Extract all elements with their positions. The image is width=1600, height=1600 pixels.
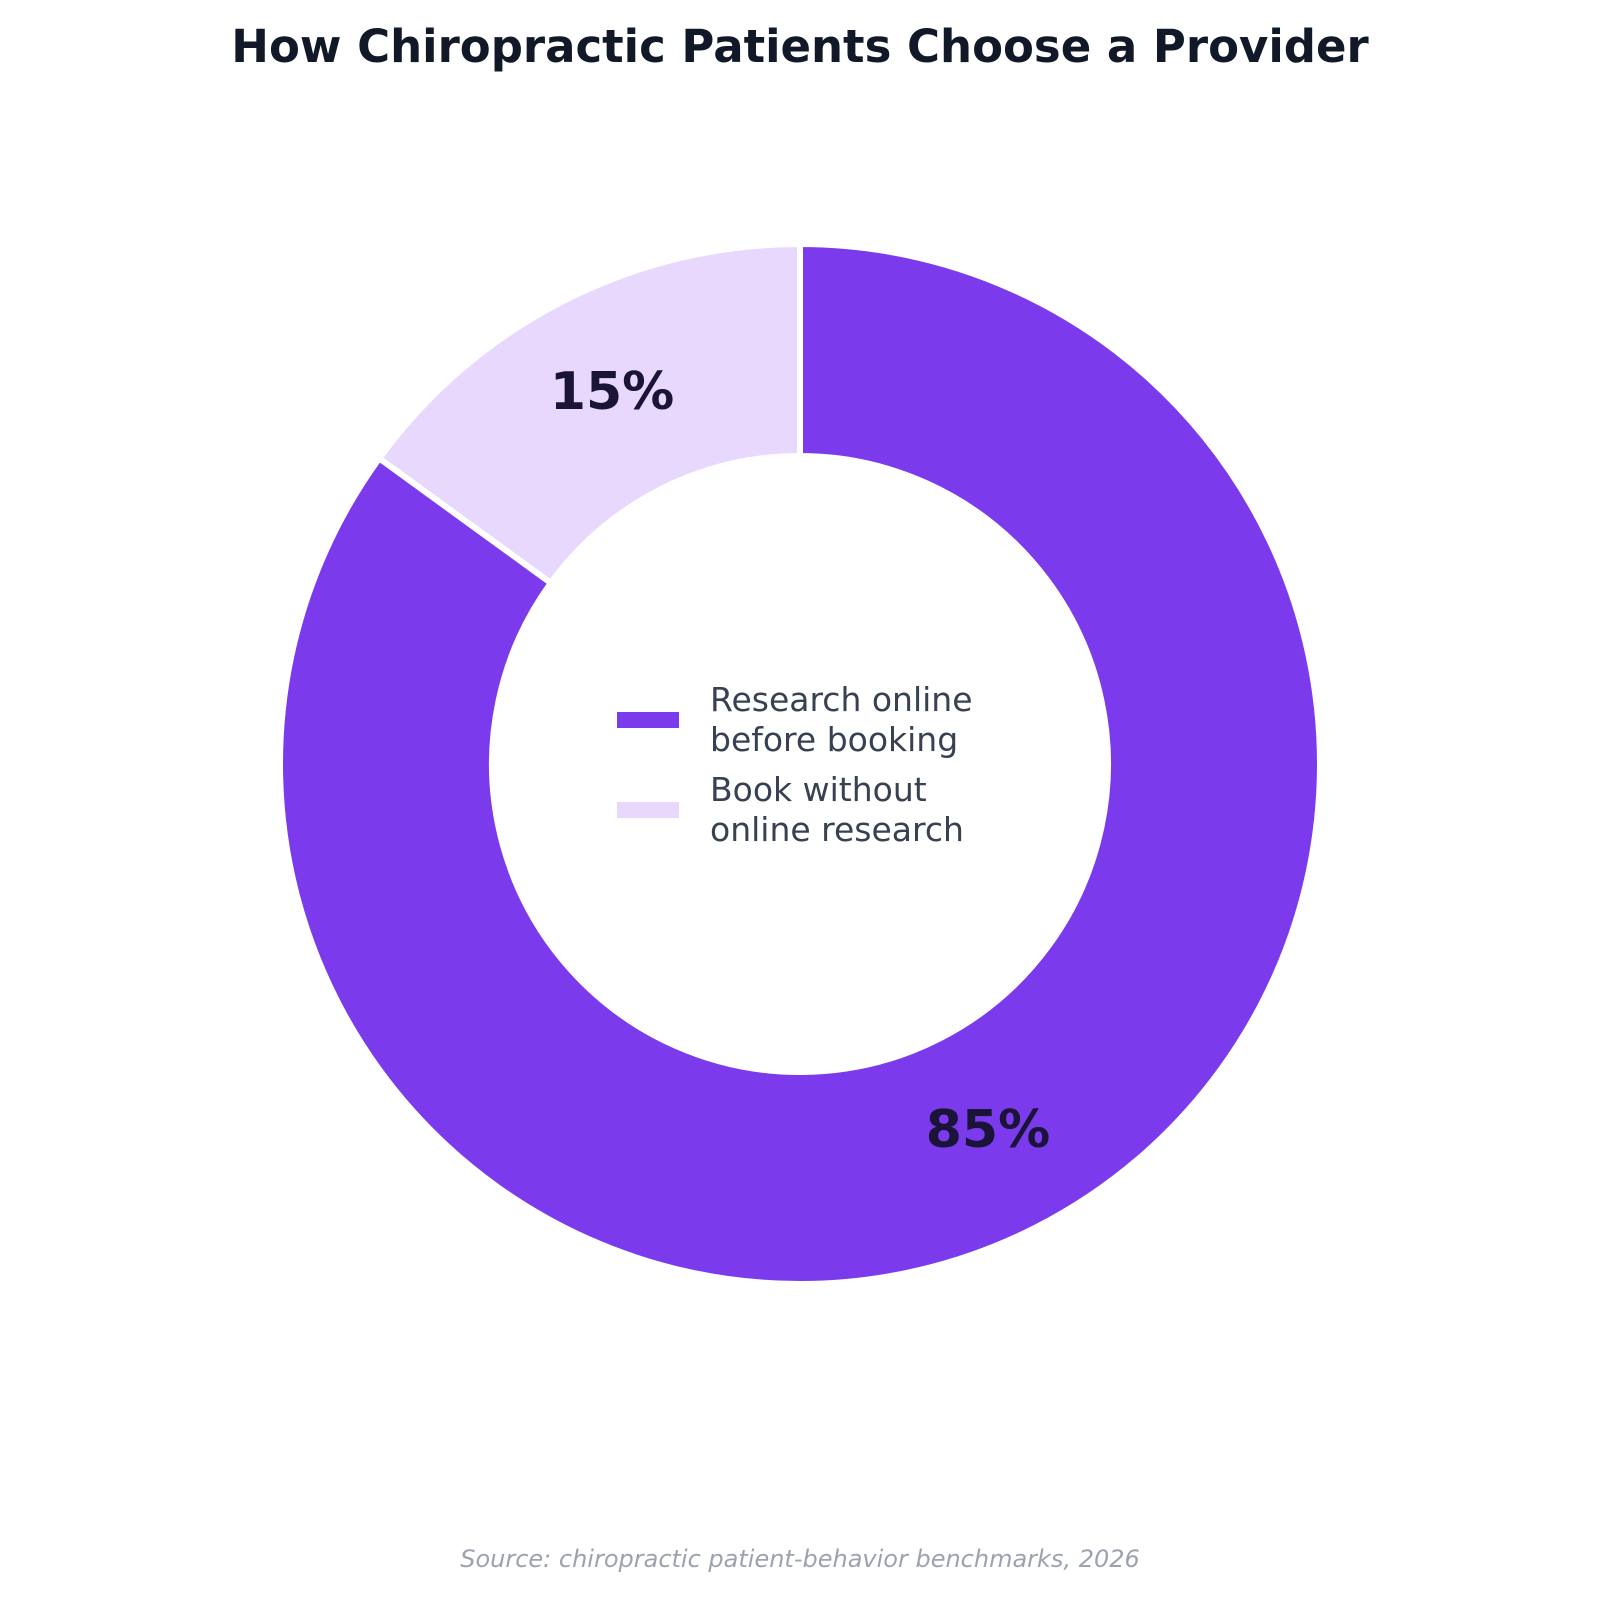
legend-item: Book without online research — [617, 770, 1037, 850]
legend-swatch — [617, 712, 679, 728]
chart-title: How Chiropractic Patients Choose a Provi… — [231, 20, 1369, 73]
data-label: 85% — [926, 1100, 1050, 1160]
donut-slice — [375, 240, 803, 588]
legend: Research online before booking Book witho… — [617, 680, 1037, 860]
legend-label: Research online before booking — [710, 680, 973, 759]
source-note: Source: chiropractic patient-behavior be… — [460, 1545, 1140, 1573]
legend-swatch — [617, 802, 679, 818]
donut-slice — [277, 240, 1323, 1287]
data-label: 15% — [550, 362, 674, 422]
legend-item: Research online before booking — [617, 680, 1037, 760]
legend-label: Book without online research — [710, 770, 964, 849]
